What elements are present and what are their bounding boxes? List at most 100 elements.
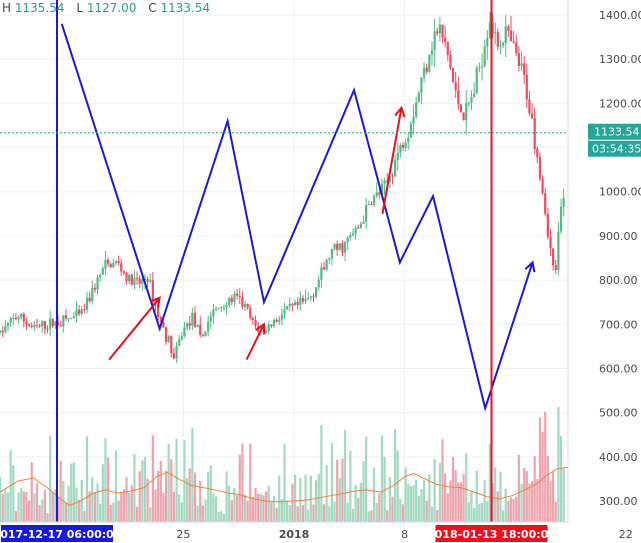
volume-bar <box>325 465 328 522</box>
volume-bar <box>362 461 365 522</box>
volume-bar <box>465 453 468 522</box>
candle-body <box>4 326 7 333</box>
volume-bar <box>122 489 125 522</box>
volume-bar <box>159 460 162 522</box>
candle-body <box>465 102 468 121</box>
candle-body <box>304 298 307 302</box>
candle-body <box>146 279 149 282</box>
candle-body <box>78 309 81 314</box>
volume-bar <box>309 475 312 522</box>
volume-bar <box>225 471 228 522</box>
candle-body <box>462 112 465 121</box>
volume-bar <box>404 467 407 522</box>
candle-body <box>54 321 57 327</box>
volume-bar <box>217 511 220 522</box>
candle-body <box>530 113 534 118</box>
volume-bar <box>375 502 378 522</box>
volume-bar <box>322 504 326 522</box>
volume-bar <box>175 438 178 522</box>
drawn-line-4[interactable] <box>381 107 403 214</box>
time-axis[interactable]: 25 2018 8 22 <box>176 528 632 541</box>
volume-bar <box>441 439 444 522</box>
candle-body <box>41 321 44 327</box>
candle-body <box>106 259 110 264</box>
volume-bar <box>491 483 494 522</box>
close-prefix: C <box>148 1 156 15</box>
high-prefix: H <box>2 1 11 15</box>
candle-body <box>552 248 555 266</box>
candle-body <box>343 242 347 253</box>
volume-bar <box>27 500 31 522</box>
candle-body <box>357 227 360 229</box>
candle-body <box>133 278 136 285</box>
candle-body <box>25 321 28 325</box>
volume-bar <box>22 491 25 522</box>
candle-body <box>322 267 326 270</box>
candle-body <box>346 237 349 243</box>
volume-bar <box>157 470 160 522</box>
candle-body <box>446 41 449 56</box>
volume-bar <box>46 513 49 522</box>
candle-body <box>238 295 241 297</box>
candle-body <box>388 176 391 182</box>
volume-bar <box>154 489 157 522</box>
volume-bar <box>128 492 131 522</box>
ohlc-legend: H 1135.54 L 1127.00 C 1133.54 <box>2 1 210 15</box>
volume-bar <box>49 435 52 522</box>
volume-bar <box>354 485 357 522</box>
candle-body <box>554 265 557 271</box>
arrowhead <box>255 322 266 335</box>
volume-bar <box>199 480 202 522</box>
candle-body <box>178 339 181 346</box>
y-tick-label: 1200.00 <box>599 97 641 110</box>
candle-body <box>175 345 178 359</box>
volume-bar <box>83 510 86 522</box>
candle-body <box>359 223 362 228</box>
candle-body <box>267 324 270 332</box>
drawn-line-1[interactable] <box>60 23 534 412</box>
volume-bar <box>528 483 531 522</box>
volume-bar <box>4 489 7 522</box>
volume-bar <box>320 424 323 522</box>
volume-bar <box>349 450 352 522</box>
candle-body <box>320 267 323 280</box>
volume-bar <box>546 455 549 522</box>
volume-bar <box>446 493 449 522</box>
candle-body <box>538 157 542 179</box>
volume-bar <box>112 502 115 522</box>
drawn-line-3[interactable] <box>245 323 265 361</box>
candle-body <box>520 63 523 66</box>
volume-bar <box>523 468 526 522</box>
candle-body <box>51 318 54 327</box>
volume-bar <box>388 476 391 522</box>
volume-bar <box>51 491 54 522</box>
candle-body <box>278 319 281 322</box>
volume-bar <box>517 454 520 522</box>
candle-body <box>30 325 33 328</box>
volume-bar <box>515 496 518 522</box>
candle-body <box>180 336 183 340</box>
candle-body <box>351 233 355 236</box>
candle-body <box>236 293 239 296</box>
candle-body <box>149 280 152 282</box>
y-tick-label: 500.00 <box>599 407 638 420</box>
candle-body <box>296 302 299 305</box>
candle-body <box>412 116 415 124</box>
candle-body <box>151 280 154 302</box>
candle-body <box>428 54 431 72</box>
candle-body <box>196 324 199 327</box>
volume-bar <box>1 493 4 522</box>
volume-bar <box>307 509 310 522</box>
volume-bar <box>359 482 362 522</box>
low-value: 1127.00 <box>87 1 137 15</box>
volume-bar <box>530 481 534 522</box>
candle-body <box>438 24 441 34</box>
candle-body <box>341 243 344 253</box>
volume-bar <box>180 502 183 522</box>
drawn-line-2[interactable] <box>108 297 161 361</box>
candle-body <box>315 287 318 297</box>
volume-bar <box>409 485 413 522</box>
volume-bar <box>315 480 318 522</box>
time-flag-label: 2018-01-13 18:00:00 <box>427 528 556 541</box>
candle-body <box>480 66 484 68</box>
